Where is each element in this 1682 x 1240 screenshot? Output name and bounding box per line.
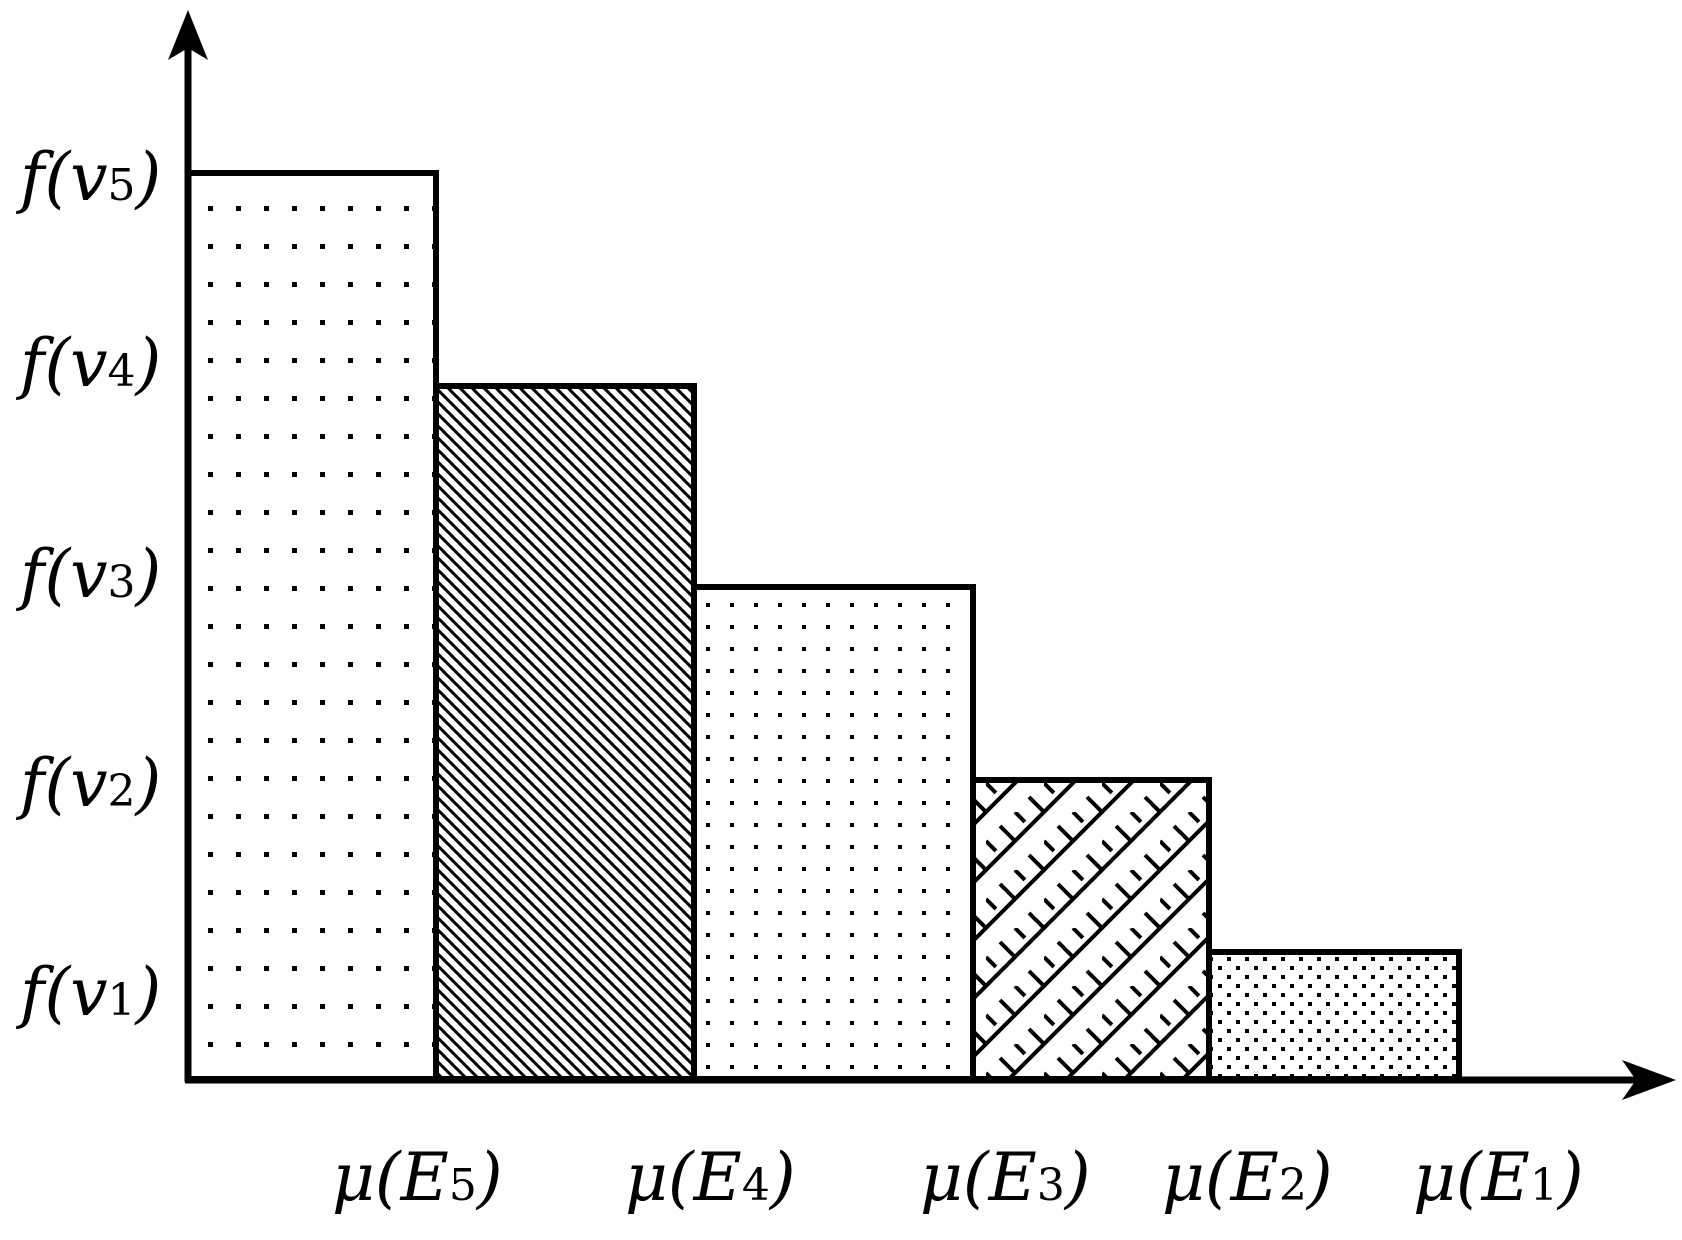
x-axis-arrowhead xyxy=(1622,1060,1676,1100)
y-label-3: f(v3) xyxy=(15,536,161,613)
x-label-3: μ(E3) xyxy=(920,1139,1091,1216)
bar-5 xyxy=(1206,949,1462,1082)
bar-2 xyxy=(433,383,697,1082)
x-label-1: μ(E1) xyxy=(1413,1139,1584,1216)
x-label-5: μ(E5) xyxy=(332,1139,503,1216)
x-labels: μ(E5) μ(E4) μ(E3) μ(E2) μ(E1) xyxy=(332,1139,1584,1216)
y-label-4: f(v4) xyxy=(15,325,161,402)
bars xyxy=(185,170,1462,1082)
y-labels: f(v5) f(v4) f(v3) f(v2) f(v1) xyxy=(15,139,161,1031)
x-label-4: μ(E4) xyxy=(625,1139,796,1216)
y-label-1: f(v1) xyxy=(15,954,161,1031)
bar-3 xyxy=(691,584,976,1082)
y-label-5: f(v5) xyxy=(15,139,161,216)
axes xyxy=(168,10,1676,1100)
y-label-2: f(v2) xyxy=(15,745,161,822)
bar-1 xyxy=(185,170,439,1082)
bar-4 xyxy=(970,777,1212,1082)
y-axis-arrowhead xyxy=(168,10,208,60)
x-label-2: μ(E2) xyxy=(1162,1139,1333,1216)
